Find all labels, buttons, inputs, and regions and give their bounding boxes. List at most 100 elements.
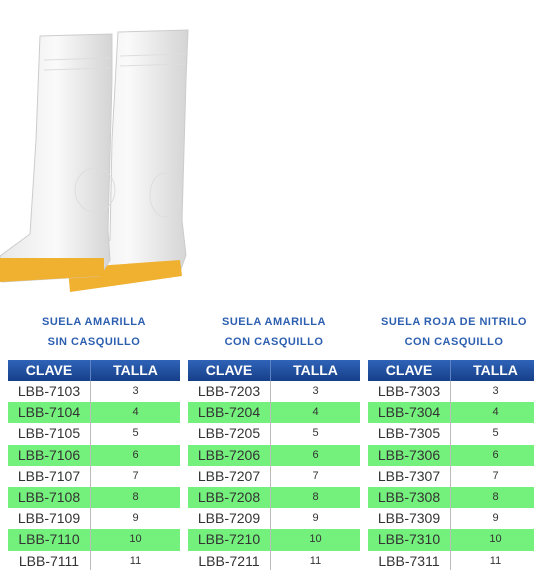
code-cell: LBB-7206: [188, 444, 271, 466]
table-row: LBB-7210 10: [188, 529, 360, 551]
table-row: LBB-7206 6: [188, 444, 360, 466]
header-cell: CLAVE: [368, 360, 451, 381]
table-row: LBB-7307 7: [368, 465, 534, 487]
table-row: LBB-7103 3: [8, 381, 180, 403]
size-cell: 4: [312, 406, 319, 419]
code-cell: LBB-7305: [368, 423, 451, 445]
size-cell: 8: [312, 490, 319, 503]
table-row: LBB-7105 5: [8, 423, 180, 445]
code-cell: LBB-7205: [188, 423, 271, 445]
table-row: LBB-7108 8: [8, 486, 180, 509]
table-row: LBB-7106 6: [8, 444, 180, 466]
code-cell: LBB-7307: [368, 465, 451, 487]
code-cell: LBB-7111: [8, 550, 91, 570]
size-cell: 9: [492, 512, 499, 525]
size-table: SUELA ROJA DE NITRILO CON CASQUILLO CLAVE T…: [368, 312, 534, 570]
code-cell: LBB-7203: [188, 381, 271, 403]
size-cell: 4: [492, 406, 499, 419]
code-cell: LBB-7306: [368, 444, 451, 466]
header-cell: TALLA: [293, 362, 338, 378]
code-cell: LBB-7207: [188, 465, 271, 487]
boots-image: [0, 29, 189, 292]
size-cell: 7: [132, 469, 139, 482]
code-cell: LBB-7110: [8, 529, 91, 551]
header-cell: CLAVE: [8, 360, 91, 381]
size-cell: 5: [312, 427, 319, 440]
table-title: SUELA ROJA DE NITRILO: [381, 316, 527, 328]
size-cell: 3: [132, 385, 139, 397]
table-row: LBB-7304 4: [368, 402, 534, 424]
table-row: LBB-7310 10: [368, 529, 534, 551]
table-row: LBB-7207 7: [188, 465, 360, 487]
table-row: LBB-7309 9: [368, 508, 534, 530]
size-cell: 7: [492, 469, 499, 482]
size-cell: 7: [312, 469, 319, 482]
table-title: CON CASQUILLO: [404, 336, 504, 348]
table-row: LBB-7306 6: [368, 444, 534, 466]
size-cell: 11: [309, 554, 322, 567]
size-cell: 11: [129, 554, 142, 567]
table-row: LBB-7204 4: [188, 402, 360, 424]
table-title: SIN CASQUILLO: [47, 336, 141, 348]
size-table: SUELA AMARILLA SIN CASQUILLO CLAVE TALLA LBB…: [8, 312, 180, 570]
header-cell: TALLA: [473, 362, 518, 378]
table-row: LBB-7203 3: [188, 381, 360, 403]
code-cell: LBB-7309: [368, 508, 451, 530]
code-cell: LBB-7105: [8, 423, 91, 445]
size-cell: 6: [132, 448, 139, 461]
header-cell: TALLA: [113, 362, 158, 378]
code-cell: LBB-7204: [188, 402, 271, 424]
size-cell: 11: [489, 554, 502, 567]
table-title: SUELA AMARILLA: [222, 316, 326, 328]
table-row: LBB-7205 5: [188, 423, 360, 445]
table-row: LBB-7107 7: [8, 465, 180, 487]
size-cell: 8: [132, 490, 139, 503]
table-row: LBB-7208 8: [188, 486, 360, 509]
size-cell: 3: [312, 385, 319, 397]
code-cell: LBB-7107: [8, 465, 91, 487]
size-cell: 9: [312, 512, 319, 525]
code-cell: LBB-7304: [368, 402, 451, 424]
code-cell: LBB-7208: [188, 486, 271, 509]
code-cell: LBB-7108: [8, 486, 91, 509]
size-cell: 3: [492, 385, 499, 397]
code-cell: LBB-7303: [368, 381, 451, 403]
size-cell: 8: [492, 490, 499, 503]
size-cell: 10: [309, 533, 322, 546]
size-cell: 5: [492, 427, 499, 440]
code-cell: LBB-7308: [368, 486, 451, 509]
size-cell: 4: [132, 406, 139, 419]
table-row: LBB-7209 9: [188, 508, 360, 530]
code-cell: LBB-7210: [188, 529, 271, 551]
code-cell: LBB-7209: [188, 508, 271, 530]
code-cell: LBB-7104: [8, 402, 91, 424]
code-cell: LBB-7106: [8, 444, 91, 466]
table-header: CLAVE TALLA: [8, 360, 180, 381]
table-title: CON CASQUILLO: [224, 336, 324, 348]
size-cell: 10: [129, 533, 142, 546]
code-cell: LBB-7310: [368, 529, 451, 551]
table-row: LBB-7211 11: [188, 550, 360, 570]
header-cell: CLAVE: [188, 360, 271, 381]
size-cell: 6: [492, 448, 499, 461]
code-cell: LBB-7211: [188, 550, 271, 570]
table-header: CLAVE TALLA: [368, 360, 534, 381]
table-row: LBB-7308 8: [368, 486, 534, 509]
table-row: LBB-7104 4: [8, 402, 180, 424]
table-row: LBB-7303 3: [368, 381, 534, 403]
table-title: SUELA AMARILLA: [42, 316, 146, 328]
table-header: CLAVE TALLA: [188, 360, 360, 381]
size-table: SUELA AMARILLA CON CASQUILLO CLAVE TALLA LBB…: [188, 312, 360, 570]
size-cell: 10: [489, 533, 502, 546]
size-cell: 5: [132, 427, 139, 440]
table-row: LBB-7110 10: [8, 529, 180, 551]
code-cell: LBB-7311: [368, 550, 451, 570]
size-cell: 6: [312, 448, 319, 461]
table-row: LBB-7311 11: [368, 550, 534, 570]
code-cell: LBB-7109: [8, 508, 91, 530]
table-row: LBB-7109 9: [8, 508, 180, 530]
size-cell: 9: [132, 512, 139, 525]
table-row: LBB-7111 11: [8, 550, 180, 570]
table-row: LBB-7305 5: [368, 423, 534, 445]
